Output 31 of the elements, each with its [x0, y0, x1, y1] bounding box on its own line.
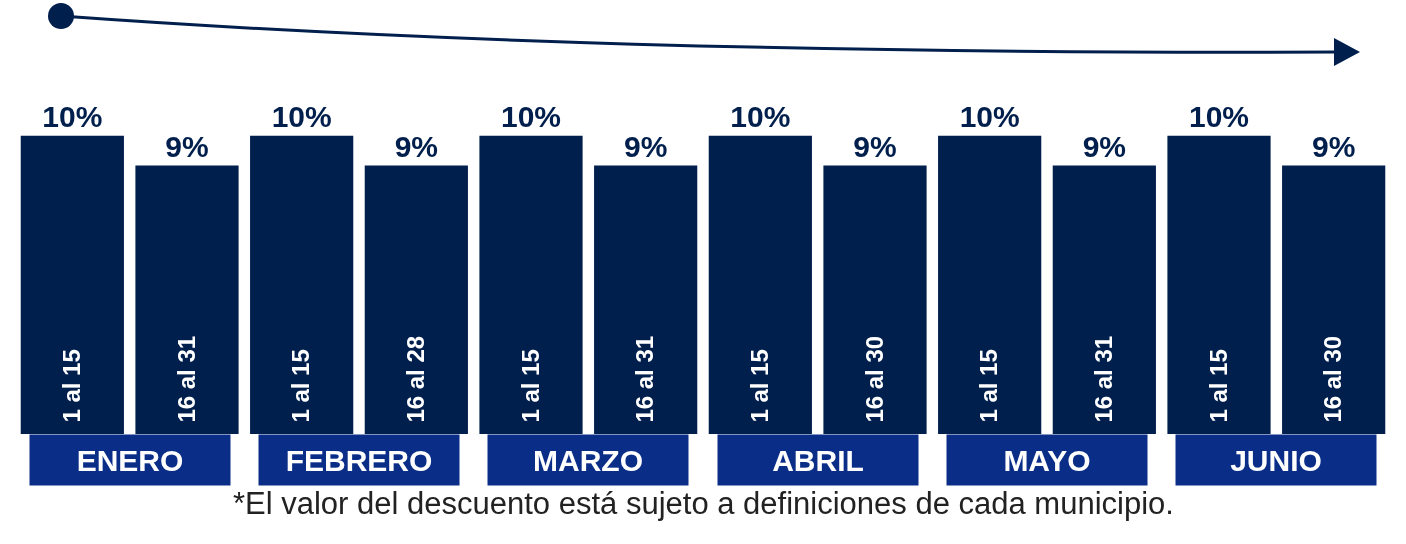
x-tick-label: 16 al 28: [402, 335, 430, 423]
data-label: 9%: [1082, 129, 1127, 163]
x-tick-label: 1 al 15: [516, 349, 544, 423]
data-label: 9%: [165, 129, 209, 163]
data-label: 10%: [42, 99, 103, 133]
x-tick-label: 16 al 31: [172, 335, 200, 423]
text: MARZO: [533, 443, 643, 477]
text: ENERO: [76, 443, 184, 477]
text: *El valor del descuento está sujeto a definiciones de cada municipio.: [233, 486, 1174, 521]
data-label: 9%: [623, 129, 668, 163]
x-tick-label: 1 al 15: [58, 349, 86, 423]
x-tick-label: 1 al 15: [1204, 349, 1232, 423]
text: MAYO: [1003, 443, 1091, 477]
data-label: 9%: [1311, 129, 1356, 163]
data-label: 10%: [500, 99, 562, 133]
text: JUNIO: [1230, 443, 1322, 477]
x-tick-label: 16 al 31: [631, 335, 659, 423]
x-tick-label: 16 al 31: [1090, 335, 1118, 423]
data-label: 9%: [394, 129, 439, 163]
text: ABRIL: [772, 443, 864, 477]
x-tick-label: 1 al 15: [975, 349, 1003, 423]
x-tick-label: 16 al 30: [860, 335, 888, 423]
x-tick-label: 16 al 30: [1319, 335, 1347, 423]
data-label: 10%: [730, 99, 791, 133]
data-label: 10%: [1188, 99, 1250, 133]
data-label: 9%: [853, 129, 897, 163]
text: FEBRERO: [285, 443, 433, 477]
data-label: 10%: [959, 99, 1020, 133]
x-tick-label: 1 al 15: [746, 349, 774, 423]
data-label: 10%: [271, 99, 332, 133]
x-tick-label: 1 al 15: [287, 349, 315, 423]
